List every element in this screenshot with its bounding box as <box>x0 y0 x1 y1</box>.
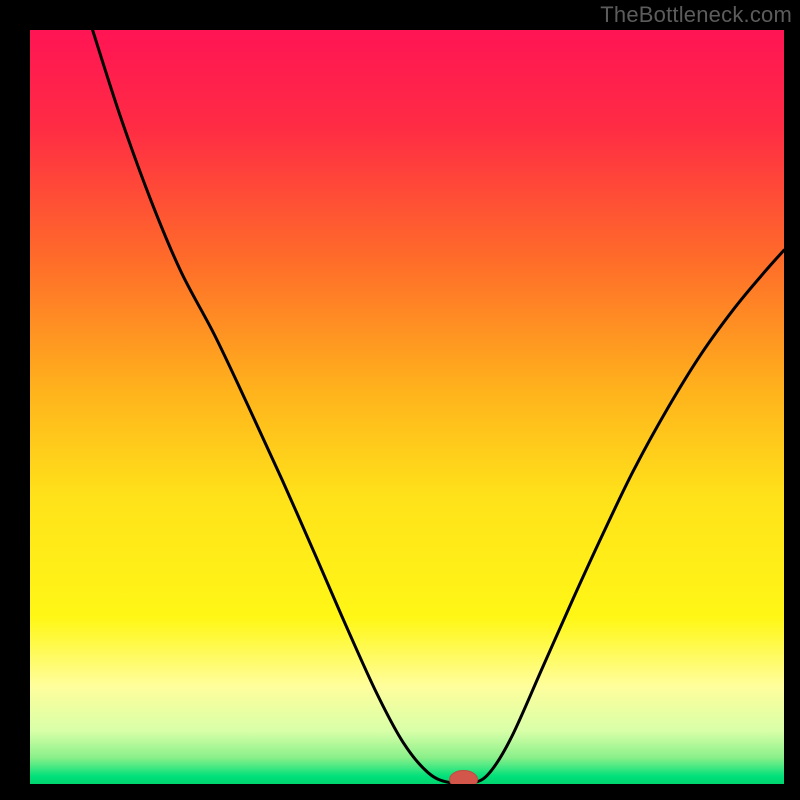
gradient-v-chart <box>0 0 800 800</box>
chart-root: TheBottleneck.com <box>0 0 800 800</box>
plot-background-gradient <box>30 30 784 784</box>
